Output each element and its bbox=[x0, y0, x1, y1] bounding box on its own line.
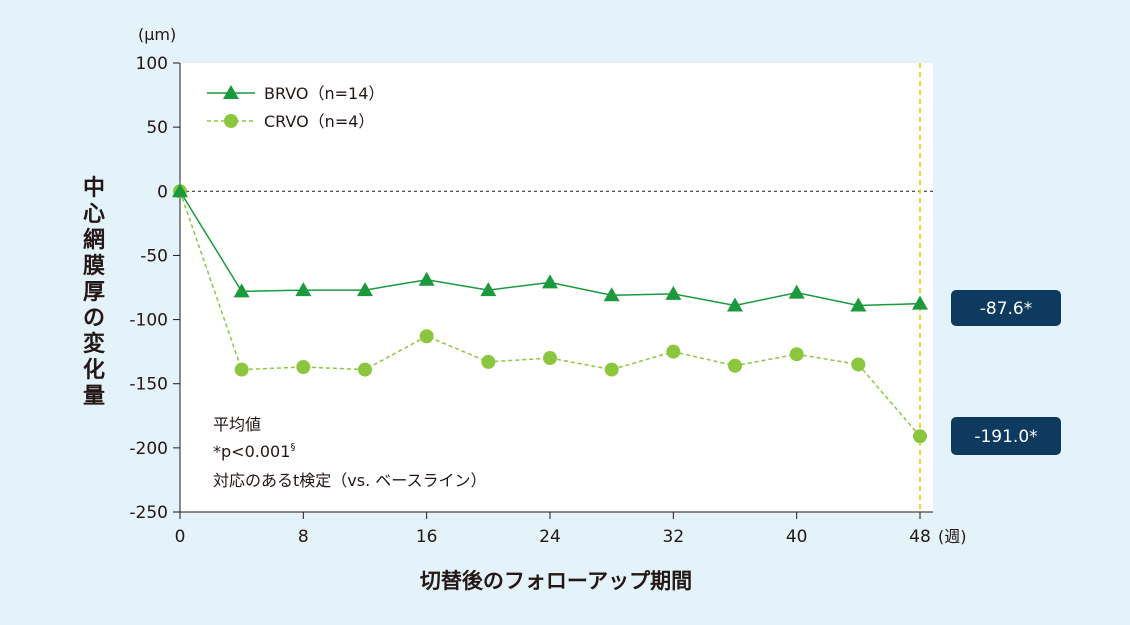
data-point-brvo bbox=[788, 284, 805, 299]
data-point-brvo bbox=[727, 297, 743, 312]
y-tick-label: 50 bbox=[146, 118, 168, 138]
data-point-brvo bbox=[850, 297, 867, 312]
y-axis-label-char: 心 bbox=[83, 202, 105, 227]
data-point-brvo bbox=[542, 274, 558, 289]
data-point-crvo bbox=[481, 354, 496, 369]
data-point-crvo bbox=[728, 358, 742, 373]
data-point-brvo bbox=[665, 285, 682, 300]
callout-brvo-box bbox=[951, 290, 1061, 326]
x-axis-label: 切替後のフォローアップ期間 bbox=[420, 569, 692, 593]
callout-brvo: -87.6* bbox=[951, 290, 1061, 326]
note-mean: 平均値 bbox=[213, 415, 261, 434]
note-test: 対応のあるt検定（vs. ベースライン） bbox=[213, 471, 486, 490]
data-point-brvo bbox=[172, 183, 188, 198]
y-tick-label: -200 bbox=[129, 439, 168, 459]
data-point-crvo bbox=[358, 362, 372, 377]
legend-marker-crvo bbox=[224, 114, 238, 128]
y-tick-label: 100 bbox=[136, 54, 168, 74]
y-axis-label-char: 化 bbox=[83, 357, 105, 383]
x-tick-label: 32 bbox=[663, 527, 685, 547]
data-point-crvo bbox=[604, 362, 619, 377]
x-axis-ticks: 0 8 16 24 32 40 48 bbox=[175, 512, 931, 547]
y-axis-ticks: 100 50 0 -50 -100 -150 -200 -250 bbox=[129, 54, 180, 523]
y-axis-label-char: の bbox=[83, 306, 105, 331]
x-tick-label: 24 bbox=[539, 527, 561, 547]
legend: BRVO（n=14） CRVO（n=4） bbox=[207, 84, 384, 131]
notes: 平均値 *p<0.001§ 対応のあるt検定（vs. ベースライン） bbox=[213, 415, 486, 490]
y-tick-label: -150 bbox=[129, 375, 168, 395]
legend-label-crvo: CRVO（n=4） bbox=[264, 112, 374, 131]
data-point-brvo bbox=[233, 283, 250, 298]
data-point-crvo bbox=[419, 329, 434, 344]
callout-crvo: -191.0* bbox=[951, 417, 1061, 455]
data-point-crvo bbox=[543, 351, 557, 366]
data-point-crvo bbox=[234, 362, 249, 377]
callout-crvo-text: -191.0* bbox=[974, 427, 1037, 447]
y-tick-label: 0 bbox=[157, 182, 168, 202]
y-unit-label: (μm) bbox=[138, 25, 176, 44]
callout-brvo-text: -87.6* bbox=[980, 299, 1033, 319]
data-point-brvo bbox=[480, 282, 497, 297]
data-point-crvo bbox=[666, 344, 681, 359]
y-tick-label: -100 bbox=[129, 311, 168, 331]
data-point-crvo bbox=[296, 360, 311, 375]
data-point-brvo bbox=[603, 287, 620, 302]
data-point-brvo bbox=[418, 271, 435, 286]
x-tick-label: 0 bbox=[175, 527, 186, 547]
data-point-brvo bbox=[357, 282, 373, 297]
data-point-brvo bbox=[912, 295, 928, 310]
data-point-brvo bbox=[295, 282, 312, 297]
x-tick-label: 48 bbox=[909, 527, 931, 547]
legend-label-brvo: BRVO（n=14） bbox=[264, 84, 384, 103]
legend-marker-brvo bbox=[223, 85, 239, 99]
note-superscript: § bbox=[290, 442, 295, 453]
x-tick-label: 8 bbox=[298, 527, 309, 547]
series-layer bbox=[172, 183, 928, 444]
y-axis-label-char: 変 bbox=[83, 331, 105, 357]
callout-crvo-box bbox=[951, 417, 1061, 455]
y-axis-label-char: 中 bbox=[83, 176, 105, 201]
y-axis-label-char: 厚 bbox=[83, 280, 105, 305]
y-axis-label-char: 網 bbox=[83, 227, 105, 253]
y-axis-label-char: 膜 bbox=[83, 254, 105, 279]
data-point-crvo bbox=[851, 357, 866, 372]
data-point-crvo bbox=[913, 429, 927, 444]
data-point-crvo bbox=[789, 347, 804, 362]
y-tick-label: -250 bbox=[129, 503, 168, 523]
y-tick-label: -50 bbox=[140, 246, 168, 266]
x-tick-label: 16 bbox=[416, 527, 438, 547]
x-unit-label: (週) bbox=[938, 527, 967, 546]
note-pvalue: *p<0.001§ bbox=[213, 442, 295, 461]
x-tick-label: 40 bbox=[786, 527, 808, 547]
y-axis-label-char: 量 bbox=[83, 384, 105, 409]
